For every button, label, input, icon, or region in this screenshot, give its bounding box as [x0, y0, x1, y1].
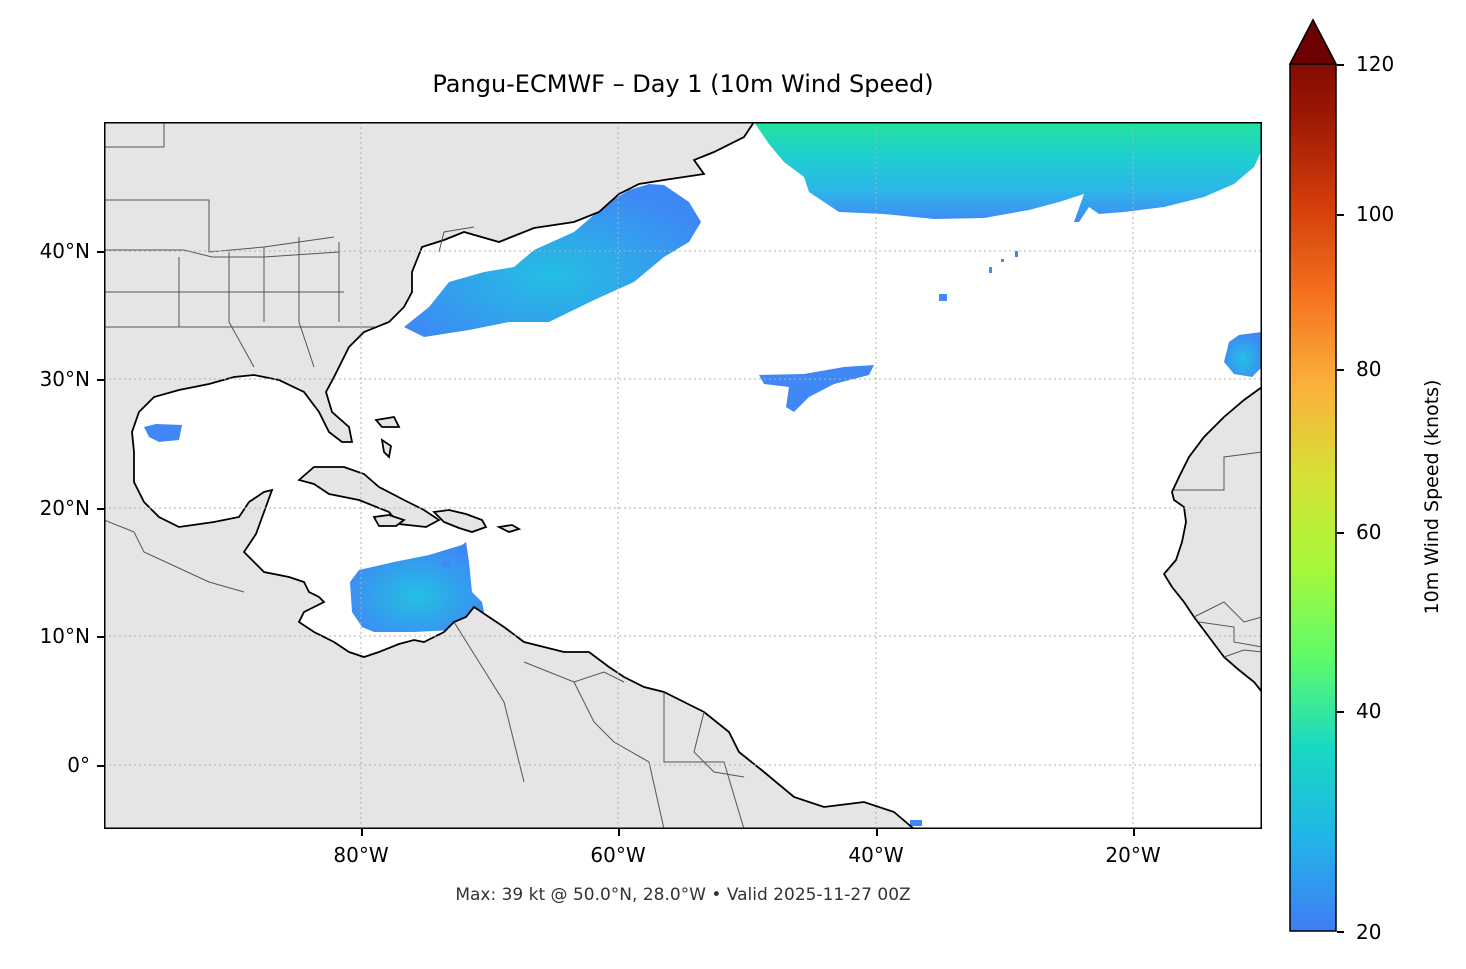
colorbar-tick	[1337, 214, 1344, 216]
y-tick-label: 40°N	[39, 239, 90, 263]
colorbar-tick-label: 80	[1356, 357, 1382, 381]
wind-field-north-atlantic	[754, 122, 1262, 222]
wind-field-nw-africa	[1224, 332, 1262, 377]
colorbar-tick	[1337, 369, 1344, 371]
land-north-america	[104, 122, 916, 829]
y-tick	[97, 251, 104, 253]
wind-field-central-atlantic	[759, 251, 1018, 412]
colorbar-tick	[1337, 931, 1344, 933]
colorbar-tick-label: 60	[1356, 520, 1382, 544]
colorbar-tick-label: 20	[1356, 920, 1382, 944]
colorbar-extend-arrow	[1288, 18, 1338, 65]
max-wind-annotation: Max: 39 kt @ 50.0°N, 28.0°W • Valid 2025…	[455, 885, 911, 905]
y-tick-label: 30°N	[39, 367, 90, 391]
gridlines	[104, 122, 1262, 829]
y-tick	[97, 636, 104, 638]
x-tick-label: 20°W	[1105, 843, 1161, 867]
wind-field-caribbean	[350, 542, 484, 632]
chart-title: Pangu-ECMWF – Day 1 (10m Wind Speed)	[432, 70, 934, 98]
y-tick-label: 10°N	[39, 624, 90, 648]
wind-field-gulf-stream	[404, 184, 701, 337]
y-tick	[97, 379, 104, 381]
colorbar-tick	[1337, 711, 1344, 713]
y-tick-label: 0°	[67, 753, 90, 777]
y-tick	[97, 765, 104, 767]
x-tick-label: 60°W	[590, 843, 646, 867]
x-tick-label: 80°W	[333, 843, 389, 867]
map-plot-area	[104, 122, 1262, 829]
caribbean-islands	[297, 416, 522, 533]
country-state-borders	[104, 122, 1262, 829]
x-tick	[618, 829, 620, 836]
colorbar-tick	[1337, 64, 1344, 66]
x-tick	[1133, 829, 1135, 836]
colorbar	[1288, 18, 1338, 932]
colorbar-tick-label: 100	[1356, 202, 1395, 226]
x-tick	[361, 829, 363, 836]
colorbar-tick	[1337, 532, 1344, 534]
colorbar-label: 10m Wind Speed (knots)	[1421, 379, 1443, 615]
colorbar-tick-label: 120	[1356, 52, 1395, 76]
x-tick	[876, 829, 878, 836]
land-africa	[1162, 385, 1262, 694]
y-tick	[97, 508, 104, 510]
x-tick-label: 40°W	[848, 843, 904, 867]
y-tick-label: 20°N	[39, 496, 90, 520]
colorbar-tick-label: 40	[1356, 699, 1382, 723]
